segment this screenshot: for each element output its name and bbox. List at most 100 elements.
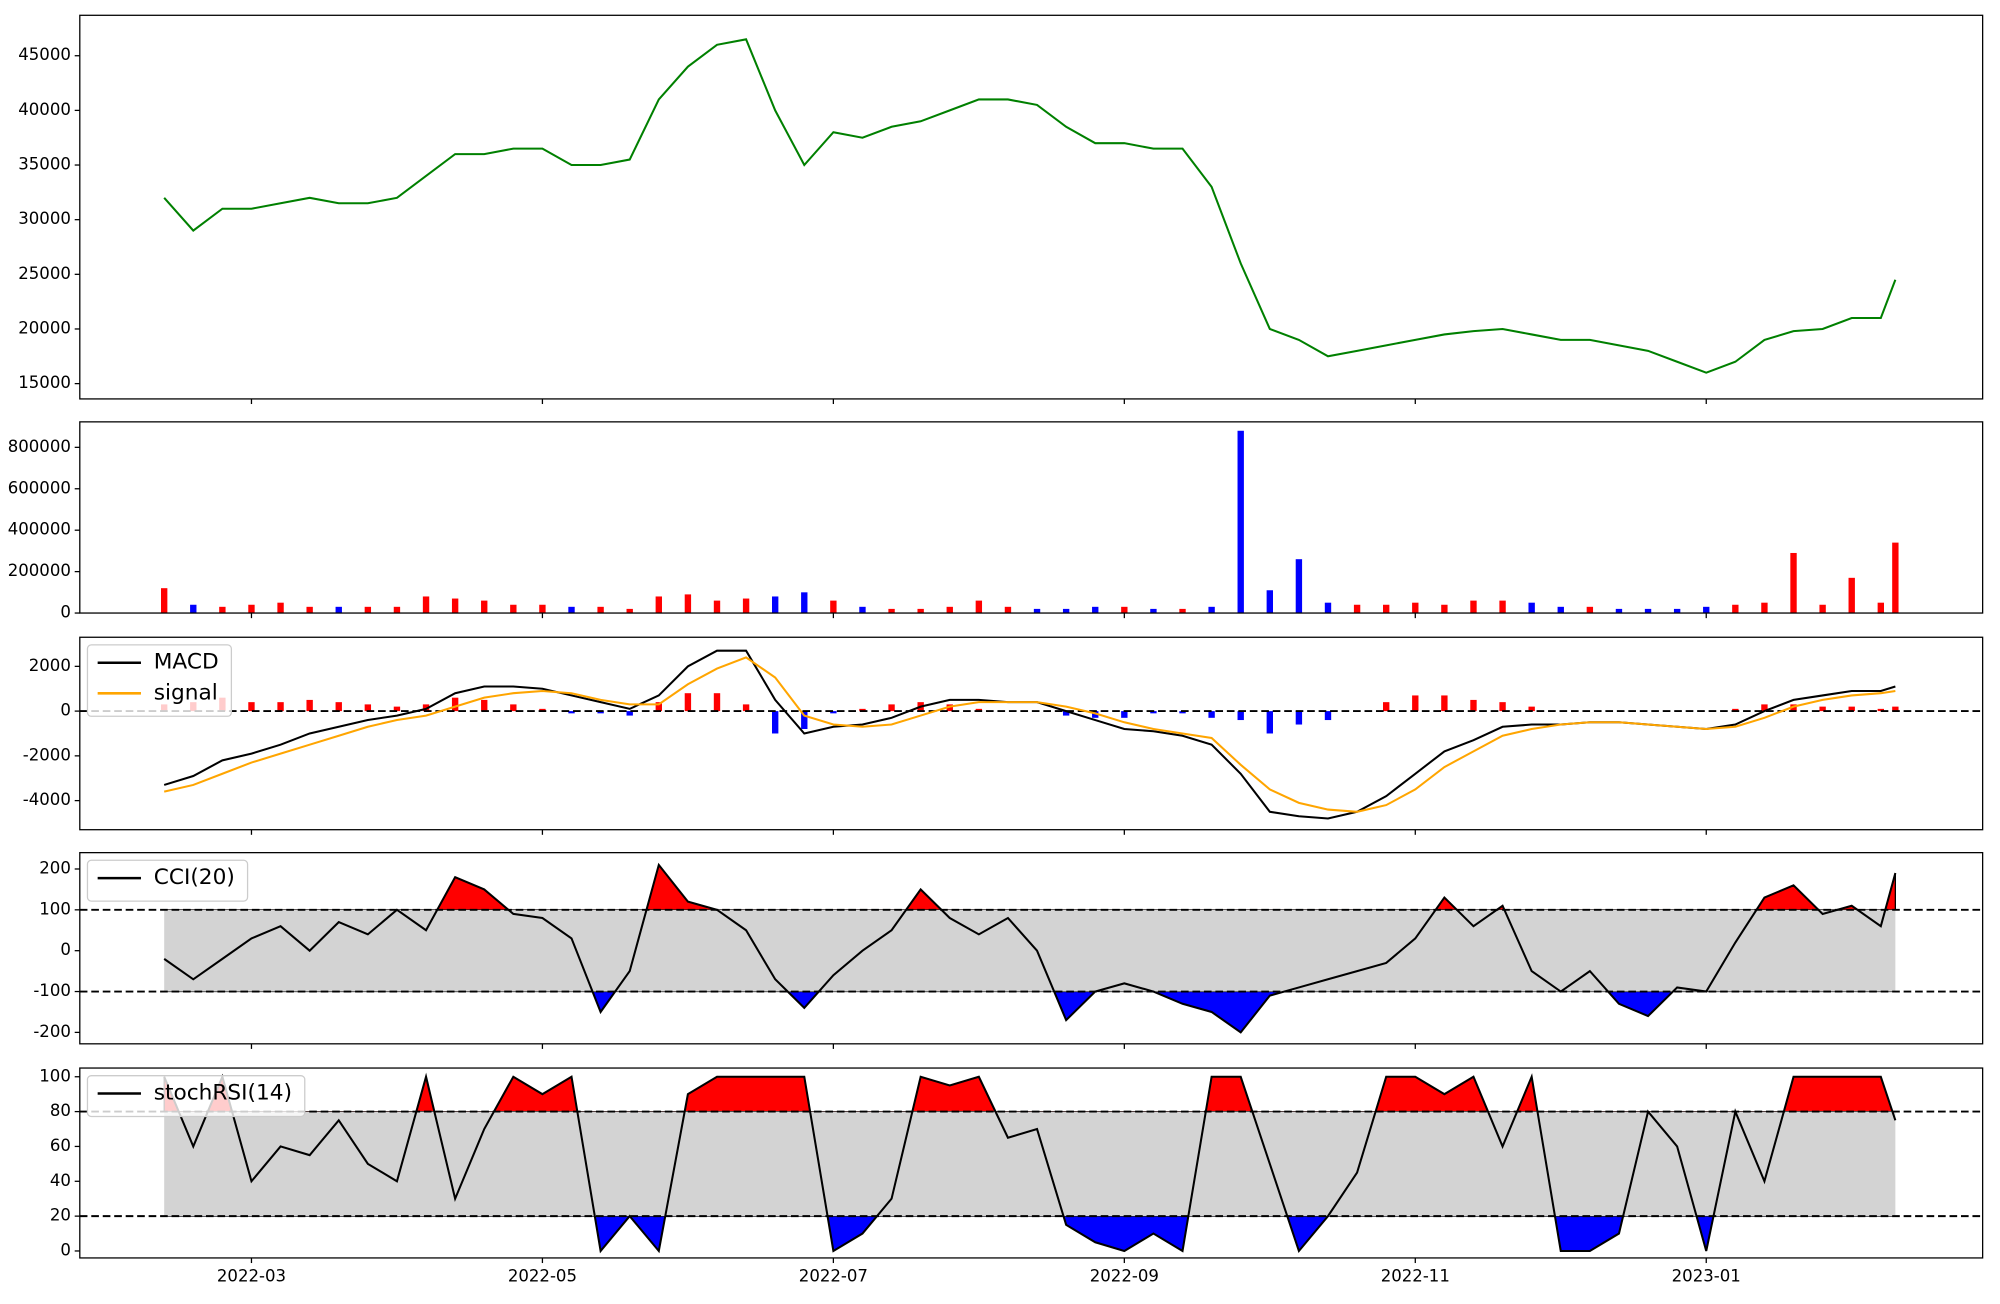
- bar: [1557, 606, 1564, 614]
- y-tick-label: 200: [39, 858, 71, 877]
- y-tick-label: 20: [50, 1206, 71, 1225]
- bar: [481, 600, 488, 614]
- y-tick-label: 0: [60, 1240, 71, 1259]
- plot-frame: [79, 1067, 1984, 1259]
- bar: [946, 704, 953, 712]
- bar: [306, 606, 313, 614]
- bar: [1412, 602, 1419, 614]
- bar: [160, 588, 168, 614]
- bar: [1499, 702, 1506, 712]
- bar: [1819, 706, 1826, 712]
- bar: [946, 606, 953, 614]
- bar: [1121, 711, 1128, 718]
- bar: [1499, 600, 1506, 614]
- y-tick-label: 800000: [8, 437, 71, 456]
- line: [163, 38, 1897, 374]
- legend: MACD signal: [86, 644, 233, 717]
- bar: [1877, 708, 1884, 712]
- upper-fill: [163, 1074, 1896, 1112]
- bar: [1004, 606, 1012, 614]
- y-tick-label: 0: [60, 603, 71, 622]
- bar: [1295, 711, 1303, 725]
- x-tick-label: 2022-09: [1090, 1267, 1159, 1286]
- bar: [626, 608, 633, 614]
- bar: [335, 606, 342, 614]
- bar: [771, 596, 779, 614]
- bar: [1586, 606, 1594, 614]
- legend: CCI(20): [86, 859, 249, 902]
- bar: [1848, 577, 1855, 614]
- y-tick-label: 40: [50, 1171, 71, 1190]
- bar: [568, 606, 575, 614]
- y-tick-label: -2000: [23, 745, 71, 764]
- bar: [684, 693, 692, 712]
- bar: [1732, 708, 1739, 712]
- bar: [655, 596, 662, 614]
- bar: [830, 600, 837, 614]
- y-tick-label: 15000: [18, 373, 71, 392]
- bar: [1237, 711, 1244, 721]
- y-tick-label: 60: [50, 1136, 71, 1155]
- neutral-band: [164, 909, 1896, 992]
- bar: [1412, 695, 1419, 712]
- line: [163, 1072, 1897, 1254]
- bar: [917, 608, 924, 614]
- bar: [248, 702, 255, 712]
- bar: [1353, 604, 1361, 614]
- bar: [1266, 711, 1273, 734]
- plot-frame: [79, 14, 1984, 400]
- y-tick-label: 30000: [18, 209, 71, 228]
- bar: [742, 598, 750, 614]
- bar: [1790, 704, 1797, 712]
- bar: [539, 604, 546, 614]
- bar: [1383, 702, 1390, 712]
- bar: [364, 704, 372, 712]
- bar: [1644, 608, 1652, 614]
- y-tick-label: 2000: [29, 656, 71, 675]
- bar: [1237, 430, 1244, 614]
- bar: [801, 592, 808, 614]
- bar: [1470, 699, 1477, 712]
- bar: [1062, 711, 1070, 716]
- bar: [975, 708, 983, 712]
- bar: [801, 711, 808, 730]
- bar: [1892, 706, 1899, 712]
- bar: [1208, 606, 1215, 614]
- bar: [1033, 608, 1041, 614]
- y-tick-label: 45000: [18, 45, 71, 64]
- bar: [1892, 542, 1899, 614]
- y-tick-label: 400000: [8, 520, 71, 539]
- bar: [626, 711, 633, 716]
- panel: 15000 20000 25000 30000 35000 40000 45000: [18, 14, 1984, 405]
- bar: [1150, 711, 1157, 714]
- bar: [1790, 552, 1797, 614]
- y-tick-label: 35000: [18, 155, 71, 174]
- bar: [1150, 608, 1157, 614]
- bar: [1673, 608, 1681, 614]
- legend-label: MACD: [154, 650, 219, 675]
- bar: [1877, 602, 1884, 614]
- panel: -200 -100 0 100 200 CCI(20): [33, 852, 1984, 1049]
- bar: [1383, 604, 1390, 614]
- legend-box: [86, 1075, 306, 1118]
- bar: [1179, 608, 1186, 614]
- bar: [190, 604, 197, 614]
- legend-box: [86, 859, 249, 902]
- panel: 0 20 40 60 80 100 2022-03 2022-05 2022-07 2022-09…: [39, 1066, 1984, 1286]
- bar: [1324, 711, 1332, 721]
- bar: [481, 699, 488, 712]
- y-tick-label: 40000: [18, 100, 71, 119]
- neutral-band: [164, 1111, 1896, 1217]
- legend-label: stochRSI(14): [154, 1081, 292, 1106]
- y-tick-label: 200000: [8, 561, 71, 580]
- line: [163, 656, 1896, 813]
- bar: [510, 604, 517, 614]
- bar: [277, 702, 284, 712]
- x-tick-label: 2022-03: [217, 1267, 286, 1286]
- panel: -4000 -2000 0 2000 MACD signal: [23, 636, 1984, 835]
- y-tick-label: -200: [33, 1022, 71, 1041]
- bar: [1208, 711, 1215, 718]
- bar: [1092, 711, 1099, 718]
- bar: [1528, 602, 1535, 614]
- bar: [1848, 706, 1855, 712]
